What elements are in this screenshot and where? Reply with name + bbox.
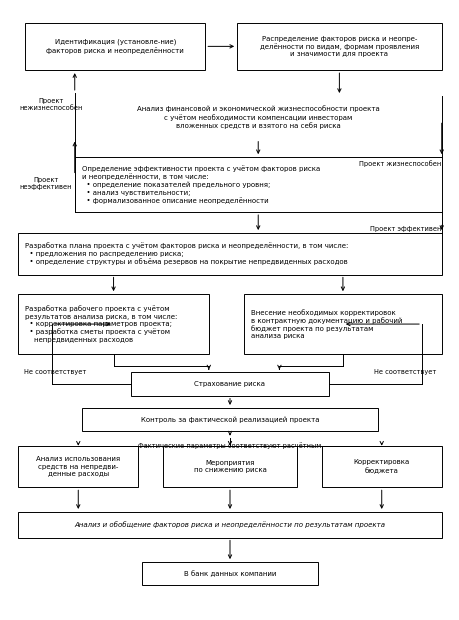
Text: Страхование риска: Страхование риска — [194, 381, 265, 387]
FancyBboxPatch shape — [18, 512, 441, 538]
Text: Распределение факторов риска и неопре-
делённости по видам, формам проявления
и : Распределение факторов риска и неопре- д… — [259, 35, 418, 57]
FancyBboxPatch shape — [162, 446, 297, 487]
Text: Анализ финансовой и экономической жизнеспособности проекта
с учётом необходимост: Анализ финансовой и экономической жизнес… — [137, 105, 379, 129]
Text: Определение эффективности проекта с учётом факторов риска
и неопределённости, в : Определение эффективности проекта с учёт… — [82, 166, 319, 204]
Text: Разработка рабочего проекта с учётом
результатов анализа риска, в том числе:
  •: Разработка рабочего проекта с учётом рез… — [25, 306, 177, 342]
Text: Проект
неэффективен: Проект неэффективен — [20, 177, 72, 190]
Text: Не соответствует: Не соответствует — [24, 370, 86, 375]
FancyBboxPatch shape — [18, 233, 441, 275]
FancyBboxPatch shape — [321, 446, 441, 487]
Text: Фактические параметры соответствуют расчётным: Фактические параметры соответствуют расч… — [138, 442, 321, 450]
Text: Внесение необходимых корректировок
в контрактную документацию и рабочий
бюджет п: Внесение необходимых корректировок в кон… — [251, 309, 402, 339]
Text: Мероприятия
по снижению риска: Мероприятия по снижению риска — [193, 460, 266, 473]
Text: Контроль за фактической реализацией проекта: Контроль за фактической реализацией прое… — [140, 416, 319, 423]
Text: Корректировка
бюджета: Корректировка бюджета — [353, 459, 409, 474]
Text: Не соответствует: Не соответствует — [373, 370, 435, 375]
Text: Анализ и обобщение факторов риска и неопределённости по результатам проекта: Анализ и обобщение факторов риска и неоп… — [74, 521, 385, 528]
Text: Идентификация (установле-ние)
факторов риска и неопределённости: Идентификация (установле-ние) факторов р… — [46, 39, 184, 54]
FancyBboxPatch shape — [18, 446, 138, 487]
Text: Проект жизнеспособен: Проект жизнеспособен — [358, 160, 441, 167]
Text: Разработка плана проекта с учётом факторов риска и неопределённости, в том числе: Разработка плана проекта с учётом фактор… — [25, 242, 348, 265]
FancyBboxPatch shape — [236, 22, 441, 70]
FancyBboxPatch shape — [25, 22, 205, 70]
FancyBboxPatch shape — [141, 562, 318, 585]
Text: Проект эффективен: Проект эффективен — [369, 226, 441, 232]
Text: Проект
нежизнеспособен: Проект нежизнеспособен — [20, 98, 83, 111]
FancyBboxPatch shape — [18, 294, 208, 354]
FancyBboxPatch shape — [244, 294, 441, 354]
FancyBboxPatch shape — [82, 408, 377, 431]
FancyBboxPatch shape — [131, 373, 328, 396]
Text: Анализ использования
средств на непредви-
денные расходы: Анализ использования средств на непредви… — [36, 456, 120, 477]
Text: В банк данных компании: В банк данных компании — [184, 570, 275, 577]
FancyBboxPatch shape — [74, 157, 441, 212]
